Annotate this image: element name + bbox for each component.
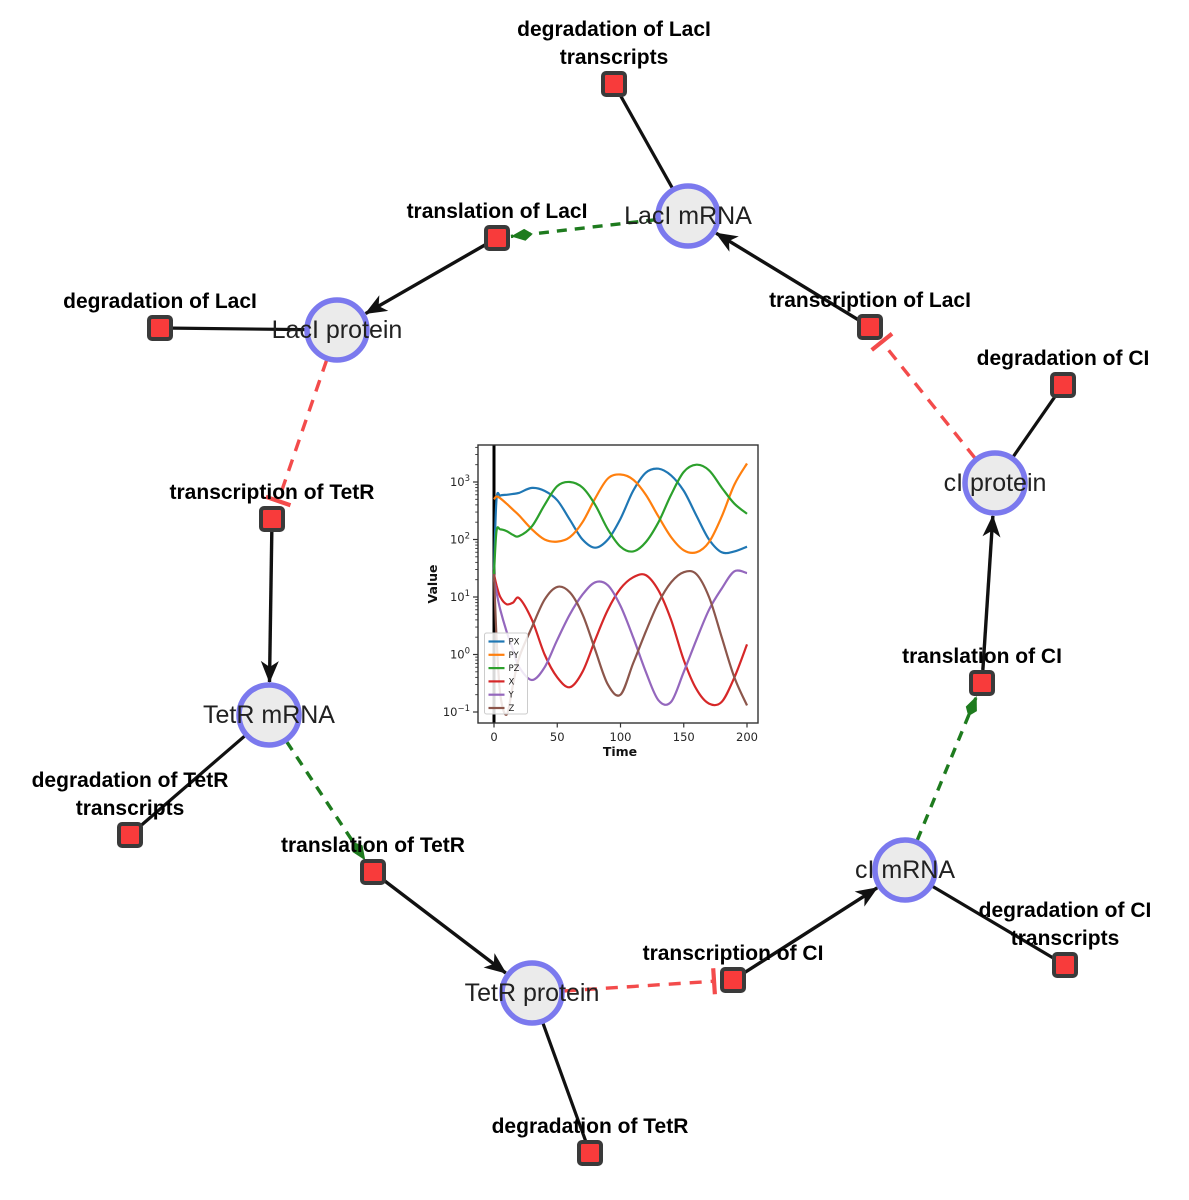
species-label-ci-protein: cI protein [944, 469, 1047, 497]
reaction-node-translation-of-ci [969, 670, 995, 696]
species-node-laci-protein [304, 297, 370, 363]
edge-ci-mrna-to-degradation-of-ci-transcripts [931, 884, 1055, 960]
svg-text:50: 50 [550, 730, 565, 744]
legend-entry-Z: Z [509, 704, 515, 714]
y-axis: 10−1 100 101 102 103 Value [425, 446, 478, 719]
edge-tetr-protein-to-transcription-of-ci-tbar [711, 968, 717, 995]
edge-tetr-mrna-to-degradation-of-tetr-transcripts [138, 734, 246, 828]
reaction-label-degradation-of-tetr-transcripts-line1: degradation of TetR [32, 769, 229, 792]
edge-laci-mrna-to-degradation-of-laci-transcripts [618, 94, 674, 189]
legend-entry-Y: Y [508, 691, 515, 701]
edge-translation-of-laci-to-laci-protein [364, 243, 487, 316]
reaction-node-transcription-of-ci [720, 967, 746, 993]
reaction-node-degradation-of-ci-transcripts [1052, 952, 1078, 978]
y-axis-label: Value [425, 564, 440, 603]
reaction-label-degradation-of-ci: degradation of CI [977, 347, 1150, 370]
series-line-PY [493, 462, 748, 554]
reaction-node-degradation-of-laci [147, 315, 173, 341]
series-line-X [492, 573, 749, 707]
svg-text:200: 200 [736, 730, 758, 744]
species-node-ci-mrna [872, 837, 938, 903]
edge-ci-protein-to-transcription-of-laci-tbar [870, 332, 894, 352]
edge-ci-protein-to-degradation-of-ci [1011, 394, 1057, 458]
legend-box [484, 632, 528, 715]
reaction-label-degradation-of-tetr: degradation of TetR [492, 1115, 689, 1138]
reaction-node-translation-of-laci [484, 225, 510, 251]
reaction-label-translation-of-ci: translation of CI [902, 645, 1062, 668]
reaction-label-degradation-of-laci: degradation of LacI [63, 290, 257, 313]
species-label-laci-protein: LacI protein [272, 316, 403, 344]
species-label-tetr-protein: TetR protein [465, 979, 600, 1007]
edge-translation-of-tetr-to-tetr-protein [382, 878, 507, 975]
reaction-node-degradation-of-tetr-transcripts [117, 822, 143, 848]
edge-tetr-mrna-to-translation-of-tetr [285, 740, 367, 862]
reaction-label-degradation-of-tetr-transcripts-line2: transcripts [76, 797, 185, 820]
reaction-label-translation-of-laci: translation of LacI [407, 200, 588, 223]
axes-frame [477, 444, 759, 724]
legend: PX PY PZ XYZ [484, 632, 528, 715]
edge-transcription-of-tetr-to-tetr-mrna [260, 531, 279, 684]
svg-text:150: 150 [673, 730, 695, 744]
timeseries-inset-chart: 0 50 100 150 200Time10−1100101102103ValuePXP… [425, 444, 759, 759]
species-label-tetr-mrna: TetR mRNA [203, 701, 335, 729]
reaction-label-transcription-of-tetr: transcription of TetR [170, 481, 375, 504]
edge-ci-mrna-to-translation-of-ci [915, 695, 979, 842]
species-node-tetr-protein [499, 960, 565, 1026]
svg-text:0: 0 [490, 730, 497, 744]
reaction-node-transcription-of-laci [857, 314, 883, 340]
reaction-label-degradation-of-laci-transcripts-line1: degradation of LacI [517, 18, 711, 41]
reaction-label-degradation-of-ci-transcripts-line1: degradation of CI [979, 899, 1152, 922]
reaction-label-transcription-of-laci: transcription of LacI [769, 289, 971, 312]
species-node-tetr-mrna [236, 682, 302, 748]
series-line-PZ [492, 463, 748, 575]
reaction-label-transcription-of-ci: transcription of CI [643, 942, 824, 965]
reaction-node-transcription-of-tetr [259, 506, 285, 532]
species-label-laci-mrna: LacI mRNA [624, 202, 752, 230]
species-label-ci-mrna: cI mRNA [855, 856, 955, 884]
edge-tetr-protein-to-degradation-of-tetr [541, 1022, 588, 1142]
edge-translation-of-ci-to-ci-protein [981, 514, 1001, 671]
edge-ci-protein-to-transcription-of-laci [880, 340, 977, 460]
reaction-node-degradation-of-tetr [577, 1140, 603, 1166]
edge-laci-mrna-to-translation-of-laci [510, 217, 657, 241]
species-nodes-layer [236, 183, 1028, 1026]
svg-text:100: 100 [610, 730, 632, 744]
svg-text:101: 101 [450, 589, 470, 604]
reaction-label-degradation-of-laci-transcripts-line2: transcripts [560, 46, 669, 69]
svg-text:103: 103 [450, 474, 470, 489]
svg-text:102: 102 [450, 532, 470, 547]
reaction-node-translation-of-tetr [360, 859, 386, 885]
svg-text:10−1: 10−1 [443, 704, 470, 719]
edges-layer [138, 94, 1057, 1142]
reaction-label-translation-of-tetr: translation of TetR [281, 834, 465, 857]
reaction-node-degradation-of-laci-transcripts [601, 71, 627, 97]
legend-entry-PZ: PZ [509, 664, 520, 674]
edge-transcription-of-laci-to-laci-mrna [715, 231, 860, 322]
species-node-laci-mrna [655, 183, 721, 249]
svg-text:100: 100 [450, 647, 470, 662]
x-axis: 0 50 100 150 200 Time [490, 723, 758, 759]
reaction-label-degradation-of-ci-transcripts-line2: transcripts [1011, 927, 1120, 950]
edge-tetr-protein-to-transcription-of-ci [563, 979, 715, 993]
legend-entry-PY: PY [509, 651, 520, 661]
edge-laci-protein-to-transcription-of-tetr-tbar [265, 494, 292, 508]
x-axis-label: Time [603, 744, 637, 759]
labels-layer: degradation of LacI transcripts translatio… [32, 18, 1152, 1138]
legend-entry-PX: PX [509, 638, 520, 648]
legend-entry-X: X [509, 677, 515, 687]
reaction-nodes-layer [117, 71, 1078, 1166]
species-node-ci-protein [962, 450, 1028, 516]
edge-laci-protein-to-degradation-of-laci [172, 326, 306, 332]
reaction-node-degradation-of-ci [1050, 372, 1076, 398]
series-line-PX [492, 467, 748, 570]
edge-transcription-of-ci-to-ci-mrna [743, 886, 879, 975]
edge-laci-protein-to-transcription-of-tetr [276, 359, 329, 502]
